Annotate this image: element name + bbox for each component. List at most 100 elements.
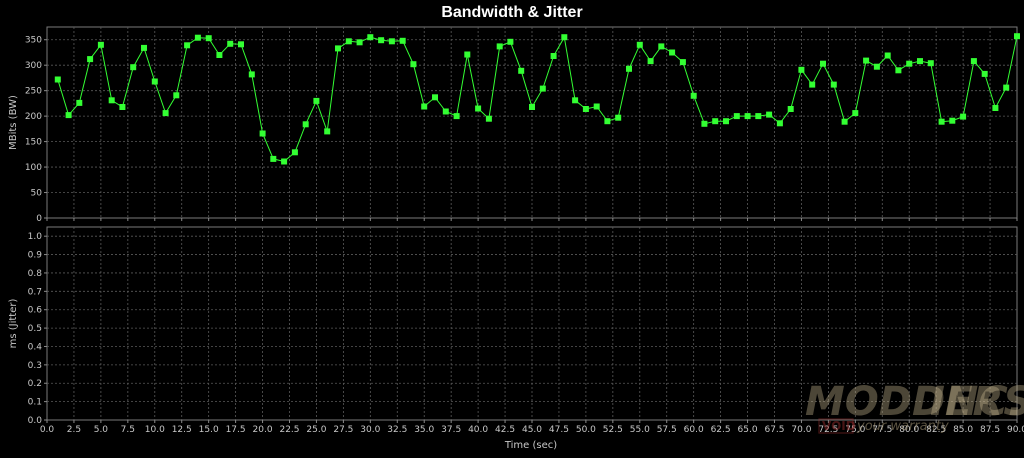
data-point xyxy=(378,37,385,44)
data-point xyxy=(130,64,137,71)
y-tick-label: 0.3 xyxy=(28,361,42,371)
data-point xyxy=(270,155,277,162)
data-point xyxy=(108,97,115,104)
data-point xyxy=(227,40,234,47)
y-axis-label: ms (Jitter) xyxy=(8,299,19,349)
y-tick-label: 0.9 xyxy=(28,251,43,261)
data-point xyxy=(949,117,956,124)
data-point xyxy=(873,63,880,70)
x-tick-label: 70.0 xyxy=(791,425,811,435)
chart-title: Bandwidth & Jitter xyxy=(441,4,582,21)
data-point xyxy=(733,113,740,120)
data-point xyxy=(938,118,945,125)
x-tick-label: 77.5 xyxy=(872,425,892,435)
data-point xyxy=(809,81,816,88)
data-point xyxy=(302,121,309,128)
data-point xyxy=(841,118,848,125)
data-point xyxy=(992,105,999,111)
data-point xyxy=(141,44,147,51)
svg-text:MODDERS: MODDERS xyxy=(805,379,1024,425)
data-point xyxy=(572,97,579,104)
svg-text:INC.: INC. xyxy=(930,379,1023,425)
x-tick-label: 25.0 xyxy=(306,425,326,435)
data-point xyxy=(356,39,363,46)
data-point xyxy=(97,41,104,48)
plot-area xyxy=(46,26,1018,219)
x-tick-label: 30.0 xyxy=(360,425,380,435)
y-tick-label: 0.7 xyxy=(28,287,42,297)
data-point xyxy=(604,118,611,125)
data-point xyxy=(970,58,977,65)
x-tick-label: 52.5 xyxy=(603,425,623,435)
x-tick-label: 80.0 xyxy=(899,425,919,435)
data-point xyxy=(248,71,255,78)
svg-text:your warranty: your warranty xyxy=(856,419,949,434)
x-tick-label: 57.5 xyxy=(657,425,677,435)
data-point xyxy=(432,94,438,101)
data-point xyxy=(1014,33,1020,40)
data-point xyxy=(906,60,913,67)
data-point xyxy=(712,118,719,125)
x-tick-label: 17.5 xyxy=(226,425,246,435)
data-point xyxy=(927,60,934,67)
x-tick-label: 0.0 xyxy=(40,425,55,435)
data-point xyxy=(335,45,341,52)
data-point xyxy=(690,92,697,99)
x-axis-label: Time (sec) xyxy=(504,440,557,451)
data-point xyxy=(852,110,859,117)
x-tick-label: 72.5 xyxy=(818,425,838,435)
data-point xyxy=(895,67,902,74)
data-point xyxy=(184,42,191,49)
data-point xyxy=(960,113,967,120)
data-point xyxy=(507,38,514,45)
x-tick-label: 85.0 xyxy=(953,425,973,435)
data-point xyxy=(539,85,546,92)
modders-inc-watermark: MODDERS INC. VOID your warranty xyxy=(805,379,1024,434)
data-point xyxy=(658,43,665,50)
panel-2: 0.0 0.1 0.2 0.3 0.4 0.5 0.6 0.7 0.8 0.9 1.0 0.0 2.5 5… xyxy=(8,226,1024,435)
data-point xyxy=(550,53,557,59)
data-point xyxy=(636,41,643,48)
data-point xyxy=(830,81,837,88)
x-tick-label: 47.5 xyxy=(549,425,569,435)
x-tick-label: 35.0 xyxy=(414,425,434,435)
y-tick-label: 0.8 xyxy=(28,269,43,279)
data-point xyxy=(1003,84,1010,91)
x-tick-label: 2.5 xyxy=(67,425,81,435)
x-tick-label: 67.5 xyxy=(764,425,784,435)
x-tick-label: 42.5 xyxy=(495,425,515,435)
data-point xyxy=(76,99,83,106)
data-point xyxy=(453,113,460,120)
data-point xyxy=(238,41,244,48)
data-point xyxy=(485,115,492,122)
data-point xyxy=(291,149,298,156)
data-point xyxy=(216,52,223,58)
x-tick-label: 45.0 xyxy=(522,425,542,435)
y-tick-label: 250 xyxy=(25,87,42,97)
data-point xyxy=(367,34,374,41)
data-point xyxy=(820,60,826,67)
data-point xyxy=(723,118,729,125)
x-tick-label: 75.0 xyxy=(845,425,865,435)
data-point xyxy=(399,37,406,44)
data-point xyxy=(475,105,482,112)
y-tick-label: 0.4 xyxy=(28,342,43,352)
x-tick-label: 10.0 xyxy=(145,425,165,435)
data-point xyxy=(884,52,891,59)
y-tick-label: 1.0 xyxy=(28,232,43,242)
data-point xyxy=(65,112,72,119)
panel-1: 0 50 100 150 200 250 300 350 MBits (BW) xyxy=(8,26,1020,224)
x-tick-label: 50.0 xyxy=(576,425,596,435)
y-tick-label: 350 xyxy=(25,36,42,46)
data-point xyxy=(647,58,654,65)
data-point xyxy=(863,57,870,64)
data-point xyxy=(776,120,783,127)
y-tick-label: 0.0 xyxy=(28,416,43,426)
data-point xyxy=(464,51,471,58)
data-point xyxy=(324,128,331,135)
data-point xyxy=(496,43,503,50)
x-tick-label: 60.0 xyxy=(684,425,704,435)
x-tick-label: 12.5 xyxy=(172,425,192,435)
data-point xyxy=(313,97,320,104)
x-tick-label: 27.5 xyxy=(333,425,353,435)
